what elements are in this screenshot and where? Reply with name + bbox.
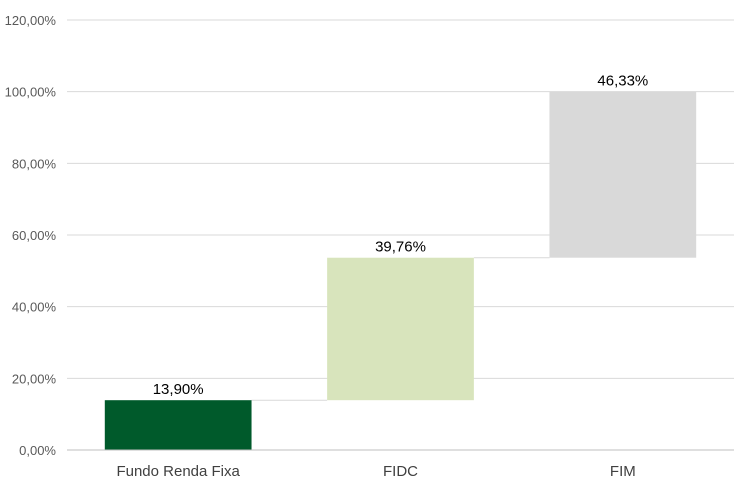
bar-fim: [549, 91, 697, 258]
bar-fidc: [327, 257, 474, 401]
y-tick-label: 120,00%: [5, 13, 57, 28]
data-label: 46,33%: [597, 73, 648, 90]
y-tick-label: 80,00%: [12, 156, 57, 171]
x-category-label: FIM: [610, 463, 636, 480]
bar-fundo-renda-fixa: [104, 400, 252, 450]
y-tick-label: 20,00%: [12, 371, 57, 386]
y-axis-tick-labels: 0,00% 20,00% 40,00% 60,00% 80,00% 100,00% 120,…: [5, 13, 57, 458]
connector-lines: [251, 257, 550, 401]
y-tick-label: 100,00%: [5, 85, 57, 100]
y-tick-label: 40,00%: [12, 300, 57, 315]
x-category-label: Fundo Renda Fixa: [116, 463, 240, 480]
x-category-label: FIDC: [383, 463, 418, 480]
data-label: 39,76%: [375, 239, 426, 256]
bars: [104, 91, 697, 450]
x-axis-category-labels: Fundo Renda Fixa FIDC FIM: [116, 463, 635, 480]
data-labels: 13,90% 39,76% 46,33%: [153, 73, 649, 398]
y-tick-label: 60,00%: [12, 228, 57, 243]
data-label: 13,90%: [153, 381, 204, 398]
y-tick-label: 0,00%: [19, 443, 56, 458]
gridlines: [67, 19, 734, 379]
